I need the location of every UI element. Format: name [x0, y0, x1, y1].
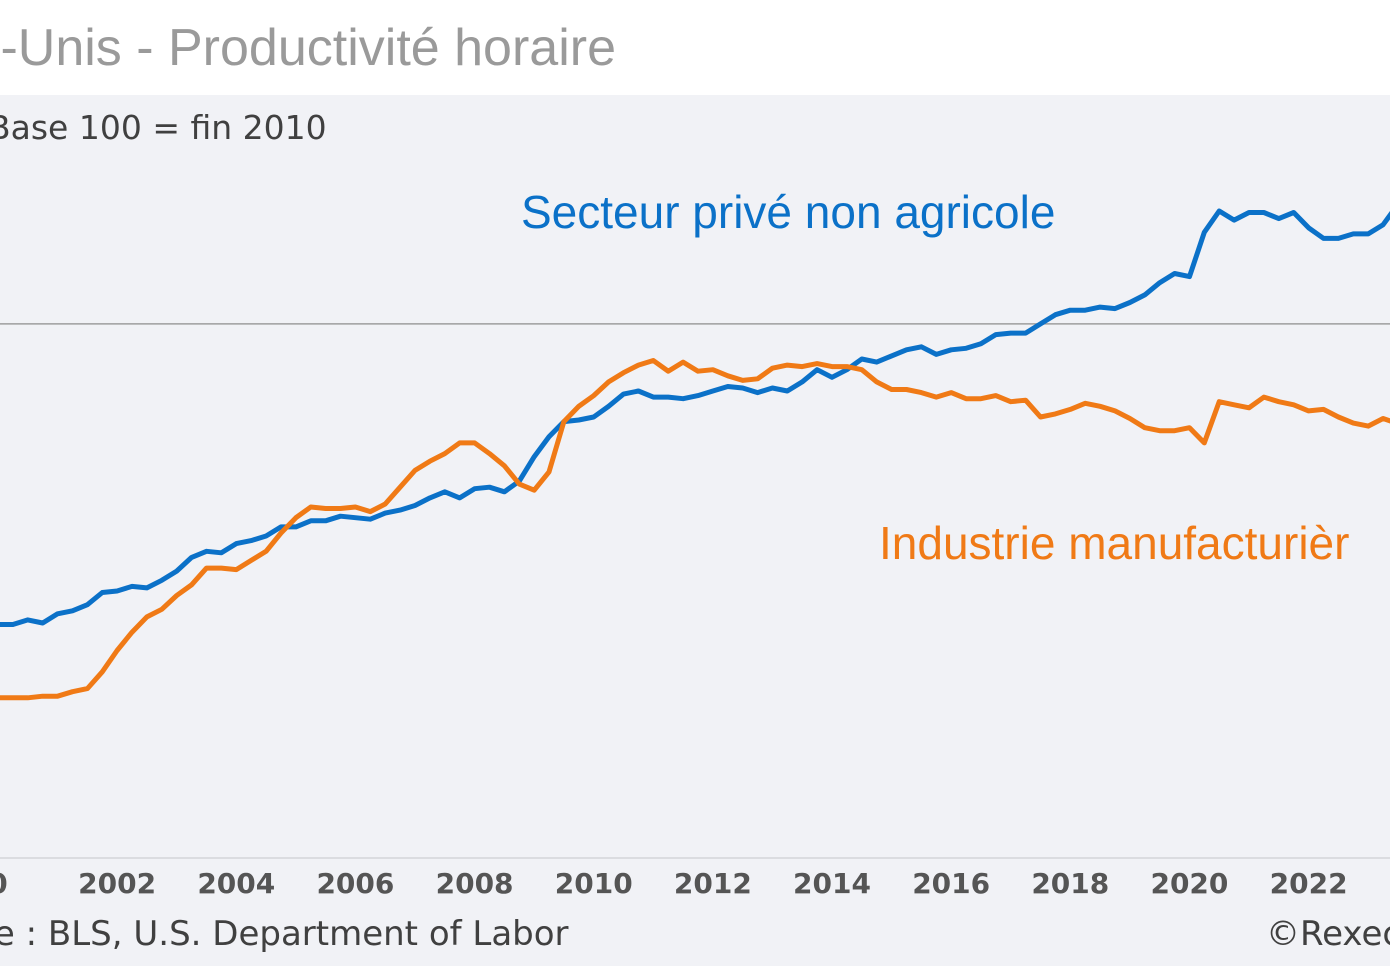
series-label-manufacturing: Industrie manufacturièr [879, 517, 1350, 569]
x-tick-label-2012: 2012 [674, 867, 752, 900]
x-tick-label-2018: 2018 [1031, 867, 1109, 900]
x-tick-label-2020: 2020 [1150, 867, 1228, 900]
x-tick-label-2006: 2006 [316, 867, 394, 900]
x-tick-label-0: 0 [0, 867, 8, 900]
series-line-private-nonfarm [0, 208, 1390, 627]
x-tick-label-2016: 2016 [912, 867, 990, 900]
chart-title: ts-Unis - Productivité horaire [0, 19, 616, 77]
series-line-manufacturing [0, 358, 1390, 701]
series-label-private-nonfarm: Secteur privé non agricole [521, 186, 1056, 238]
plot-area-background [0, 95, 1390, 966]
x-tick-label-2008: 2008 [436, 867, 514, 900]
x-tick-label-2014: 2014 [793, 867, 871, 900]
x-tick-label-2004: 2004 [197, 867, 275, 900]
chart-subtitle: Base 100 = fin 2010 [0, 108, 327, 147]
source-note: rce : BLS, U.S. Department of Labor [0, 914, 569, 954]
x-tick-label-2022: 2022 [1270, 867, 1348, 900]
x-axis: 0 2002 2004 2006 2008 2010 2012 2014 2016 2018 202… [0, 857, 1390, 900]
series-layer [0, 208, 1390, 701]
copyright-note: ©Rexec [1266, 914, 1390, 954]
x-tick-label-2002: 2002 [78, 867, 156, 900]
x-tick-label-2010: 2010 [555, 867, 633, 900]
